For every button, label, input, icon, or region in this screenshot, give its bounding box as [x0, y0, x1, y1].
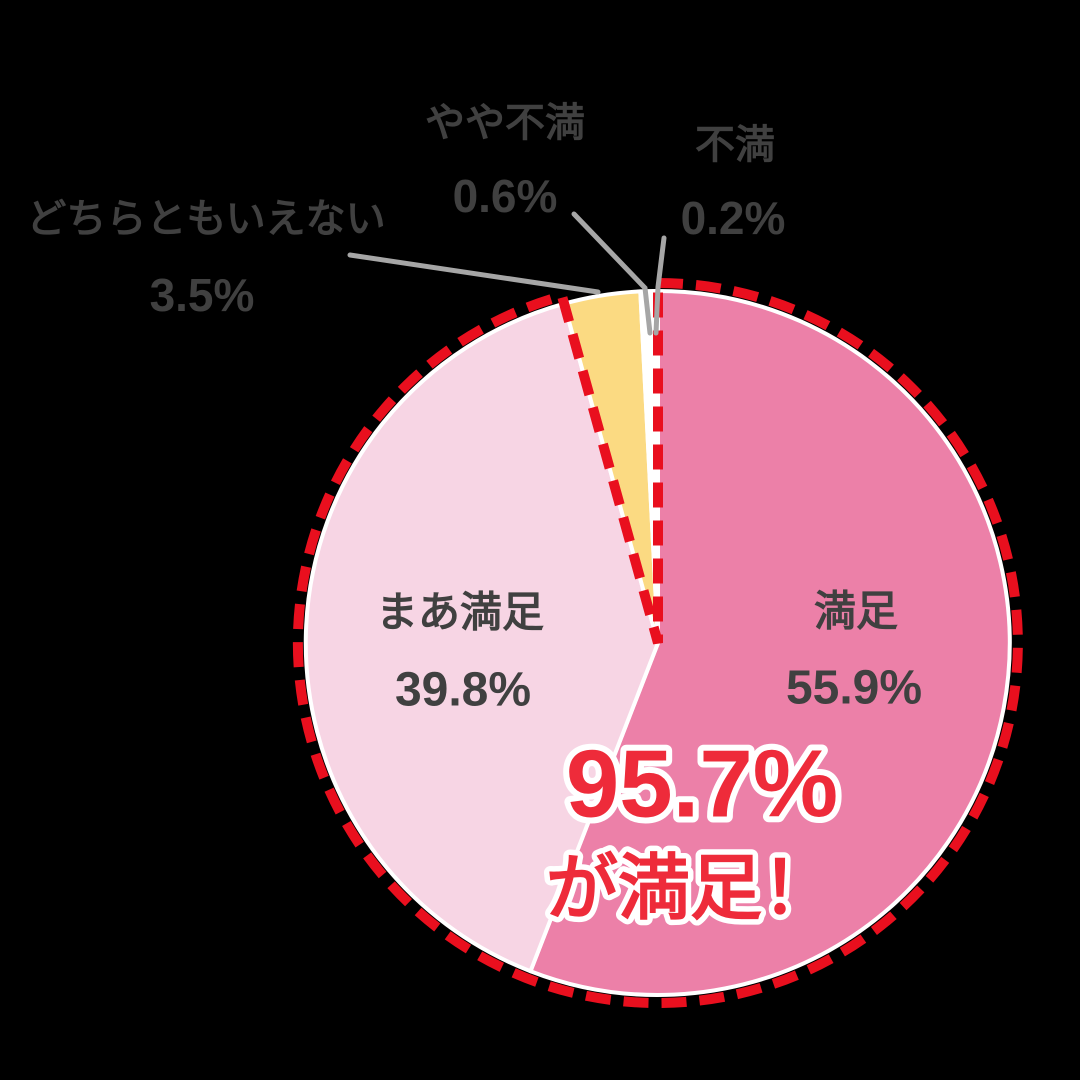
pie-slice-maa-manzoku	[303, 301, 660, 974]
annotation-total-percent: 95.7%	[566, 731, 838, 838]
leader-lines	[347, 211, 667, 336]
label-fuman: 不満	[695, 123, 775, 167]
highlight-dashed-outline	[292, 277, 1023, 1008]
label-dochira: どちらともいえない	[26, 197, 385, 241]
annotation-satisfied-text: が満足！	[546, 849, 834, 929]
value-dochira: 3.5%	[150, 269, 255, 321]
leader-line-yaya-fuman	[571, 211, 653, 336]
value-yaya-fuman: 0.6%	[453, 170, 558, 222]
label-manzoku: 満足	[814, 588, 898, 635]
outside-labels: やや不満 0.6% 不満 0.2% どちらともいえない 3.5%	[26, 101, 785, 321]
label-yaya-fuman: やや不満	[425, 101, 585, 145]
value-fuman: 0.2%	[681, 192, 786, 244]
value-maa-manzoku: 39.8%	[395, 664, 531, 717]
highlight-annotation: 95.7% が満足！	[540, 725, 844, 935]
label-maa-manzoku: まあ満足	[376, 589, 544, 636]
inside-labels: まあ満足 39.8% 満足 55.9%	[376, 588, 922, 717]
value-manzoku: 55.9%	[786, 662, 922, 715]
leader-line-dochira	[347, 252, 601, 295]
pie-slice-manzoku	[528, 289, 1012, 997]
leader-line-fuman	[653, 235, 667, 336]
